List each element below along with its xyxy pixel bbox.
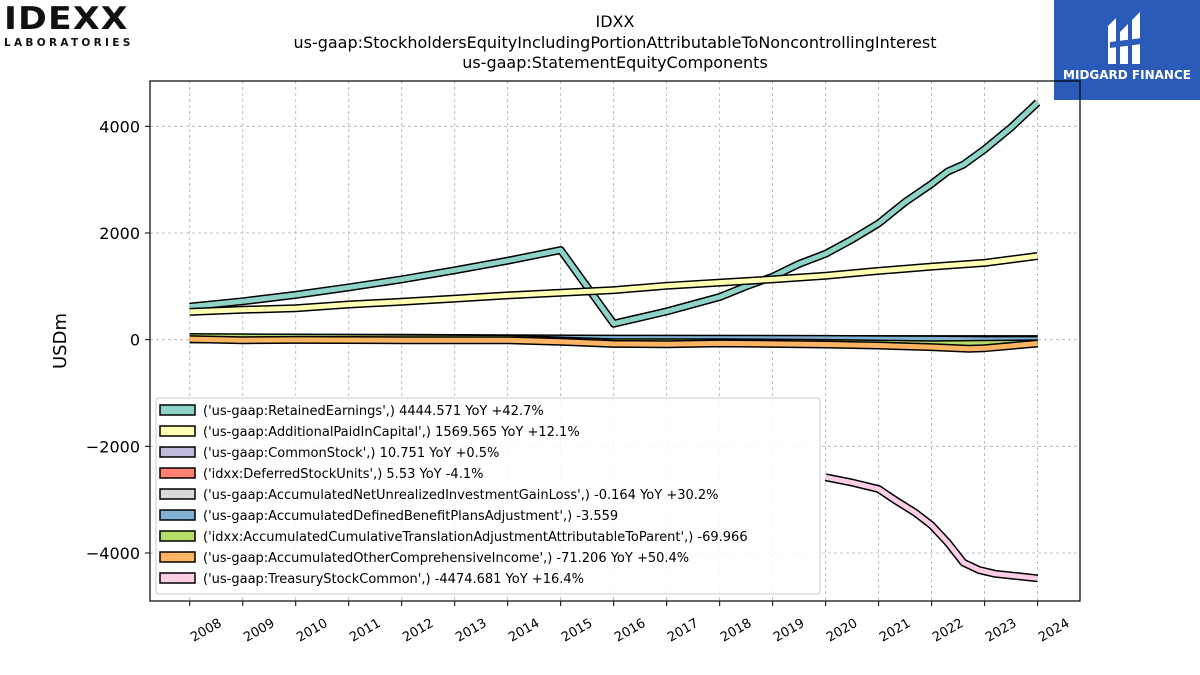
series-line-1: [189, 253, 1038, 315]
x-tick-label: 2022: [930, 616, 966, 646]
legend-swatch: [159, 446, 196, 458]
legend-swatch: [159, 509, 196, 521]
x-tick-label: 2024: [1036, 616, 1072, 646]
legend-frame: [155, 397, 821, 595]
x-tick-label: 2018: [718, 616, 754, 646]
legend-label: ('us-gaap:RetainedEarnings',) 4444.571 Y…: [203, 404, 544, 419]
x-tick-label: 2023: [983, 616, 1019, 646]
x-tick-label: 2015: [559, 616, 595, 646]
y-tick-label: −4000: [86, 544, 140, 563]
chart-title-line-3: us-gaap:StatementEquityComponents: [462, 53, 768, 72]
x-tick-label: 2011: [347, 616, 383, 646]
x-tick-label: 2016: [612, 616, 648, 646]
series-layer: [189, 99, 1041, 583]
legend-swatch: [159, 572, 196, 584]
legend-swatch: [159, 530, 196, 542]
midgard-monogram-icon: [1108, 12, 1142, 64]
x-tick-label: 2012: [400, 616, 436, 646]
legend-swatch: [159, 488, 196, 500]
x-tick-label: 2017: [665, 616, 701, 646]
y-axis: −4000 −2000 0 2000 4000: [86, 117, 150, 563]
series-line-8: [825, 474, 1038, 581]
x-tick-label: 2020: [824, 616, 860, 646]
legend-swatch: [159, 551, 196, 563]
x-tick-label: 2008: [188, 616, 224, 646]
midgard-finance-logo: MIDGARD FINANCE: [1054, 0, 1200, 100]
x-tick-label: 2021: [877, 616, 913, 646]
x-tick-label: 2010: [294, 616, 330, 646]
idexx-logo-subtext: LABORATORIES: [4, 37, 134, 49]
y-axis-label: USDm: [50, 313, 71, 369]
legend-swatch: [159, 425, 196, 437]
legend-label: ('us-gaap:CommonStock',) 10.751 YoY +0.5…: [203, 446, 499, 461]
legend-label: ('us-gaap:AccumulatedDefinedBenefitPlans…: [203, 509, 618, 524]
x-tick-label: 2013: [453, 616, 489, 646]
series-line-7: [189, 336, 1038, 352]
y-tick-label: 2000: [99, 224, 140, 243]
x-tick-label: 2009: [241, 616, 277, 646]
plot-frame: [149, 80, 1081, 602]
legend: ('us-gaap:RetainedEarnings',) 4444.571 Y…: [155, 397, 821, 595]
chart-title-line-2: us-gaap:StockholdersEquityIncludingPorti…: [293, 33, 936, 52]
legend-swatch: [159, 467, 196, 479]
idexx-logo: IDEXX LABORATORIES: [4, 4, 154, 52]
legend-label: ('us-gaap:AccumulatedNetUnrealizedInvest…: [203, 488, 719, 503]
legend-label: ('idxx:AccumulatedCumulativeTranslationA…: [203, 530, 748, 545]
legend-label: ('idxx:DeferredStockUnits',) 5.53 YoY -4…: [203, 467, 483, 482]
y-tick-label: −2000: [86, 437, 140, 456]
legend-label: ('us-gaap:TreasuryStockCommon',) -4474.6…: [203, 572, 584, 587]
midgard-logo-text: MIDGARD FINANCE: [1063, 68, 1191, 82]
idexx-logo-wordmark: IDEXX: [4, 1, 129, 37]
x-tick-label: 2019: [771, 616, 807, 646]
legend-label: ('us-gaap:AdditionalPaidInCapital',) 156…: [203, 425, 580, 440]
x-axis: 2008 2009 2010 2011 2012 2013 2014 2015 2016 2017…: [188, 601, 1072, 645]
chart-title-line-1: IDXX: [596, 12, 635, 31]
legend-swatch: [159, 404, 196, 416]
y-tick-label: 0: [130, 331, 140, 350]
legend-label: ('us-gaap:AccumulatedOtherComprehensiveI…: [203, 551, 689, 566]
x-tick-label: 2014: [506, 616, 542, 646]
y-tick-label: 4000: [99, 117, 140, 136]
